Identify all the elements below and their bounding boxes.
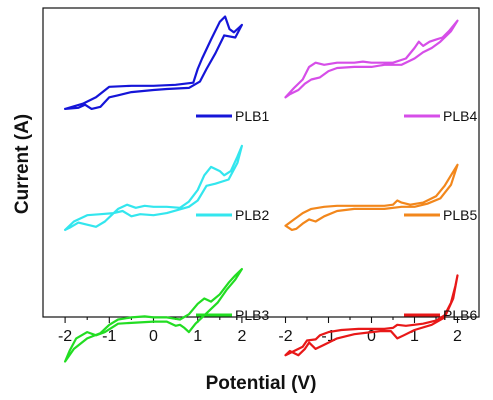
legend-label-plb3: PLB3 bbox=[235, 307, 269, 323]
plot-frame bbox=[42, 7, 480, 318]
series-plb5-curve bbox=[284, 163, 459, 231]
series-plb1-curve bbox=[63, 15, 243, 110]
x-tick-label: 1 bbox=[410, 328, 419, 345]
series-plb2-curve bbox=[63, 144, 243, 231]
x-tick-label: -2 bbox=[278, 328, 292, 345]
y-axis-label: Current (A) bbox=[12, 114, 33, 214]
x-tick-label: 1 bbox=[193, 328, 202, 345]
x-tick-label: 0 bbox=[367, 328, 376, 345]
x-tick-label: 2 bbox=[237, 328, 246, 345]
x-axis-label: Potential (V) bbox=[206, 373, 317, 394]
legend-label-plb4: PLB4 bbox=[443, 108, 477, 124]
legend-label-plb2: PLB2 bbox=[235, 207, 269, 223]
cv-curves bbox=[63, 15, 459, 363]
series-plb6-curve bbox=[284, 274, 459, 357]
series-plb4-curve bbox=[284, 19, 459, 99]
legend: PLB1 PLB2 PLB3 PLB4 PLB5 PLB6 bbox=[196, 108, 477, 323]
x-tick-label: -2 bbox=[58, 328, 72, 345]
legend-label-plb1: PLB1 bbox=[235, 108, 269, 124]
x-tick-label: 0 bbox=[149, 328, 158, 345]
x-tick-label: 2 bbox=[453, 328, 462, 345]
legend-label-plb6: PLB6 bbox=[443, 307, 477, 323]
legend-label-plb5: PLB5 bbox=[443, 207, 477, 223]
series-plb3-curve bbox=[63, 268, 243, 363]
